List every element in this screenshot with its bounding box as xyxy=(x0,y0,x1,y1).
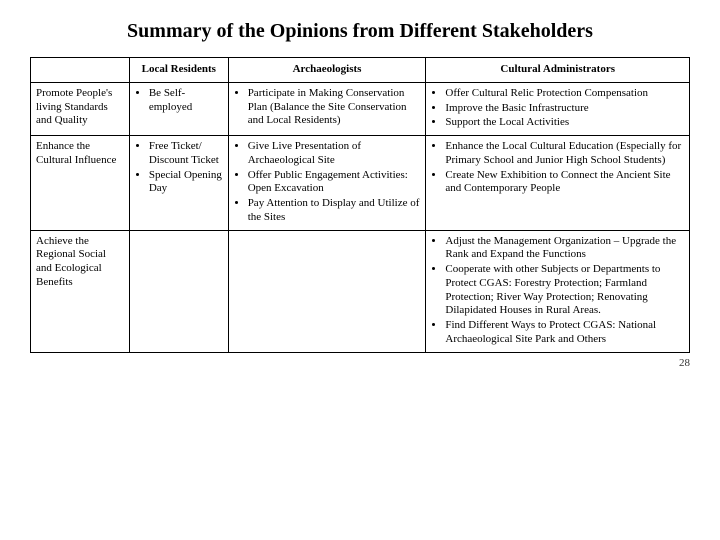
row-head: Enhance the Cultural Influence xyxy=(31,136,130,231)
col-arch: Archaeologists xyxy=(228,58,426,83)
list-item: Special Opening Day xyxy=(149,169,223,197)
list-item: Participate in Making Conservation Plan … xyxy=(248,87,421,128)
list-item: Be Self-employed xyxy=(149,87,223,115)
table-row: Achieve the Regional Social and Ecologic… xyxy=(31,230,690,352)
list-item: Find Different Ways to Protect CGAS: Nat… xyxy=(445,319,684,347)
list-item: Cooperate with other Subjects or Departm… xyxy=(445,263,684,318)
cell-arch xyxy=(228,230,426,352)
list-item: Improve the Basic Infrastructure xyxy=(445,102,684,116)
col-cult: Cultural Administrators xyxy=(426,58,690,83)
stakeholder-table: Local Residents Archaeologists Cultural … xyxy=(30,57,690,353)
list-item: Offer Public Engagement Activities: Open… xyxy=(248,169,421,197)
list-item: Support the Local Activities xyxy=(445,116,684,130)
list-item: Give Live Presentation of Archaeological… xyxy=(248,140,421,168)
list-item: Free Ticket/ Discount Ticket xyxy=(149,140,223,168)
cell-cult: Enhance the Local Cultural Education (Es… xyxy=(426,136,690,231)
row-head: Promote People's living Standards and Qu… xyxy=(31,82,130,135)
cell-cult: Offer Cultural Relic Protection Compensa… xyxy=(426,82,690,135)
list-item: Adjust the Management Organization – Upg… xyxy=(445,235,684,263)
cell-arch: Participate in Making Conservation Plan … xyxy=(228,82,426,135)
row-head: Achieve the Regional Social and Ecologic… xyxy=(31,230,130,352)
cell-cult: Adjust the Management Organization – Upg… xyxy=(426,230,690,352)
cell-local: Be Self-employed xyxy=(129,82,228,135)
cell-local: Free Ticket/ Discount Ticket Special Ope… xyxy=(129,136,228,231)
table-header-row: Local Residents Archaeologists Cultural … xyxy=(31,58,690,83)
cell-local xyxy=(129,230,228,352)
col-rowhead xyxy=(31,58,130,83)
list-item: Pay Attention to Display and Utilize of … xyxy=(248,197,421,225)
table-row: Promote People's living Standards and Qu… xyxy=(31,82,690,135)
list-item: Create New Exhibition to Connect the Anc… xyxy=(445,169,684,197)
list-item: Enhance the Local Cultural Education (Es… xyxy=(445,140,684,168)
table-row: Enhance the Cultural Influence Free Tick… xyxy=(31,136,690,231)
page-title: Summary of the Opinions from Different S… xyxy=(30,20,690,43)
cell-arch: Give Live Presentation of Archaeological… xyxy=(228,136,426,231)
col-local: Local Residents xyxy=(129,58,228,83)
list-item: Offer Cultural Relic Protection Compensa… xyxy=(445,87,684,101)
page-number: 28 xyxy=(30,357,690,369)
